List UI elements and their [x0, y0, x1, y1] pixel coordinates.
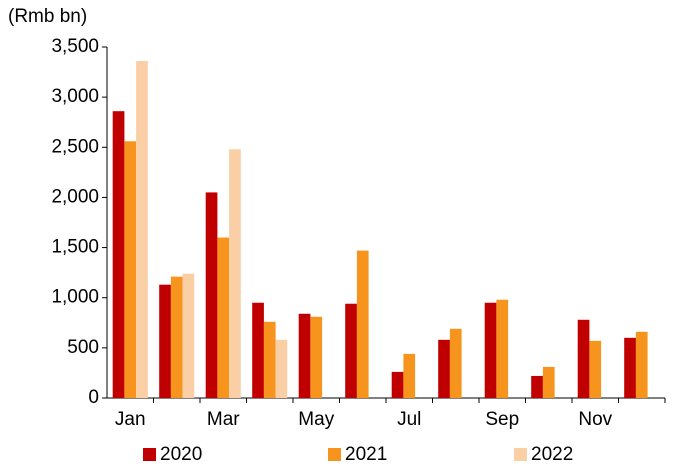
- bar: [205, 192, 218, 398]
- bar: [391, 371, 404, 398]
- bar: [403, 353, 416, 398]
- bar: [229, 149, 241, 398]
- bar: [136, 61, 148, 398]
- bar: [356, 250, 369, 398]
- legend-label: 2020: [160, 444, 202, 465]
- bar: [531, 375, 543, 398]
- legend-label: 2022: [531, 444, 573, 465]
- bar: [159, 284, 171, 398]
- y-tick-label: 3,500: [51, 36, 99, 57]
- bar: [112, 111, 125, 398]
- bar: [635, 331, 648, 398]
- y-tick-label: 2,500: [51, 136, 99, 157]
- y-tick-label: 0: [88, 387, 99, 408]
- bar: [577, 319, 590, 398]
- x-tick-label: Sep: [485, 409, 519, 430]
- y-axis-label: (Rmb bn): [8, 6, 87, 27]
- legend-swatch: [328, 448, 341, 461]
- bar: [345, 303, 357, 398]
- legend-swatch: [514, 448, 527, 461]
- bar: [182, 273, 195, 398]
- bar: [542, 366, 555, 398]
- bar: [252, 302, 264, 398]
- y-tick-label: 1,500: [51, 237, 99, 258]
- bar: [589, 340, 602, 398]
- y-tick-label: 2,000: [51, 186, 99, 207]
- bar: [275, 339, 288, 398]
- bar: [484, 302, 497, 398]
- bar: [170, 276, 183, 398]
- bar: [449, 328, 462, 398]
- legend-label: 2021: [345, 444, 387, 465]
- x-tick-label: Nov: [578, 409, 612, 430]
- bar: [124, 141, 137, 399]
- x-tick-label: Jan: [115, 409, 146, 430]
- y-tick-label: 1,000: [51, 287, 99, 308]
- bar: [298, 313, 311, 398]
- x-tick-label: Mar: [207, 409, 240, 430]
- bar: [624, 337, 636, 398]
- bar: [263, 321, 276, 398]
- y-tick-label: 500: [67, 337, 99, 358]
- bar: [496, 299, 509, 398]
- bar: [310, 316, 323, 398]
- y-tick-label: 3,000: [51, 86, 99, 107]
- x-tick-label: May: [298, 409, 334, 430]
- bar: [438, 339, 450, 398]
- bar: [217, 237, 230, 398]
- legend-swatch: [143, 448, 156, 461]
- x-tick-label: Jul: [397, 409, 421, 430]
